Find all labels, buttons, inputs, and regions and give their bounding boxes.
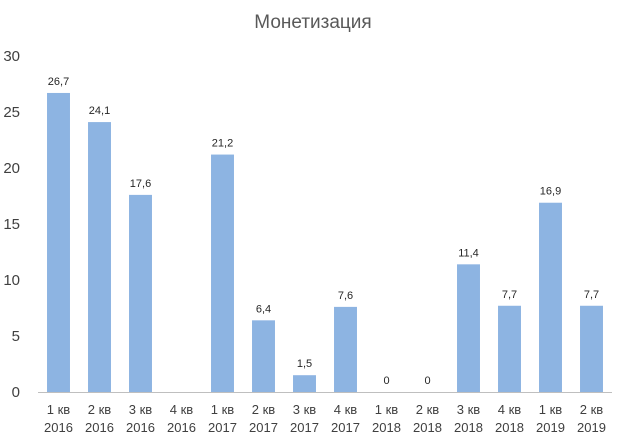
- bar: [88, 122, 111, 392]
- x-tick-label: 4 кв: [334, 402, 358, 417]
- x-tick-label: 1 кв: [539, 402, 563, 417]
- data-label: 17,6: [130, 178, 151, 190]
- bar: [252, 320, 275, 392]
- bar: [211, 154, 234, 392]
- y-tick-label: 30: [3, 48, 20, 65]
- chart-title: Монетизация: [254, 12, 371, 33]
- data-label: 11,4: [458, 247, 479, 259]
- bar: [457, 264, 480, 392]
- x-tick-label: 1 кв: [47, 402, 71, 417]
- data-label: 7,6: [338, 290, 353, 302]
- y-tick-label: 5: [12, 328, 20, 345]
- x-tick-label: 2 кв: [252, 402, 276, 417]
- bar: [129, 194, 152, 392]
- y-tick-label: 10: [3, 272, 20, 289]
- data-label: 24,1: [89, 105, 110, 117]
- x-tick-label: 2 кв: [88, 402, 112, 417]
- x-tick-label: 2016: [85, 420, 114, 435]
- x-tick-label: 2018: [454, 420, 483, 435]
- y-tick-label: 15: [3, 216, 20, 233]
- data-label: 0: [383, 375, 389, 387]
- x-tick-label: 4 кв: [170, 402, 194, 417]
- x-tick-label: 2017: [331, 420, 360, 435]
- data-label: 26,7: [48, 76, 69, 88]
- x-tick-label: 2016: [167, 420, 196, 435]
- data-label: 16,9: [540, 186, 561, 198]
- x-axis-ticks: 1 кв 2016 2 кв 2016 3 кв 2016 4 кв 2016 1 кв 2017…: [44, 402, 606, 435]
- x-tick-label: 2016: [126, 420, 155, 435]
- bar: [293, 375, 316, 392]
- data-labels: 26,7 24,1 17,6 21,2 6,4 1,5 7,6 0 0 11,4 7,7 16,9 7,…: [48, 76, 599, 387]
- x-tick-label: 2017: [208, 420, 237, 435]
- x-tick-label: 3 кв: [129, 402, 153, 417]
- bar: [334, 306, 357, 392]
- x-tick-label: 1 кв: [375, 402, 399, 417]
- x-tick-label: 2017: [290, 420, 319, 435]
- bar: [580, 305, 603, 392]
- x-tick-label: 2018: [413, 420, 442, 435]
- x-tick-label: 2 кв: [416, 402, 440, 417]
- bar: [498, 305, 521, 392]
- y-tick-label: 25: [3, 104, 20, 121]
- data-label: 7,7: [584, 289, 599, 301]
- x-tick-label: 2019: [577, 420, 606, 435]
- bar-series: [47, 92, 603, 393]
- x-tick-label: 2019: [536, 420, 565, 435]
- y-tick-label: 20: [3, 160, 20, 177]
- y-axis-ticks: 0 5 10 15 20 25 30: [3, 48, 20, 401]
- x-tick-label: 2018: [495, 420, 524, 435]
- x-tick-label: 2017: [249, 420, 278, 435]
- y-tick-label: 0: [12, 384, 20, 401]
- x-tick-label: 4 кв: [498, 402, 522, 417]
- bar: [47, 92, 70, 393]
- data-label: 21,2: [212, 138, 233, 150]
- x-tick-label: 2018: [372, 420, 401, 435]
- x-tick-label: 3 кв: [457, 402, 481, 417]
- x-tick-label: 2016: [44, 420, 73, 435]
- x-tick-label: 2 кв: [580, 402, 604, 417]
- bar: [539, 202, 562, 392]
- x-tick-label: 3 кв: [293, 402, 317, 417]
- data-label: 0: [424, 375, 430, 387]
- data-label: 7,7: [502, 289, 517, 301]
- x-tick-label: 1 кв: [211, 402, 235, 417]
- data-label: 6,4: [256, 303, 271, 315]
- data-label: 1,5: [297, 358, 312, 370]
